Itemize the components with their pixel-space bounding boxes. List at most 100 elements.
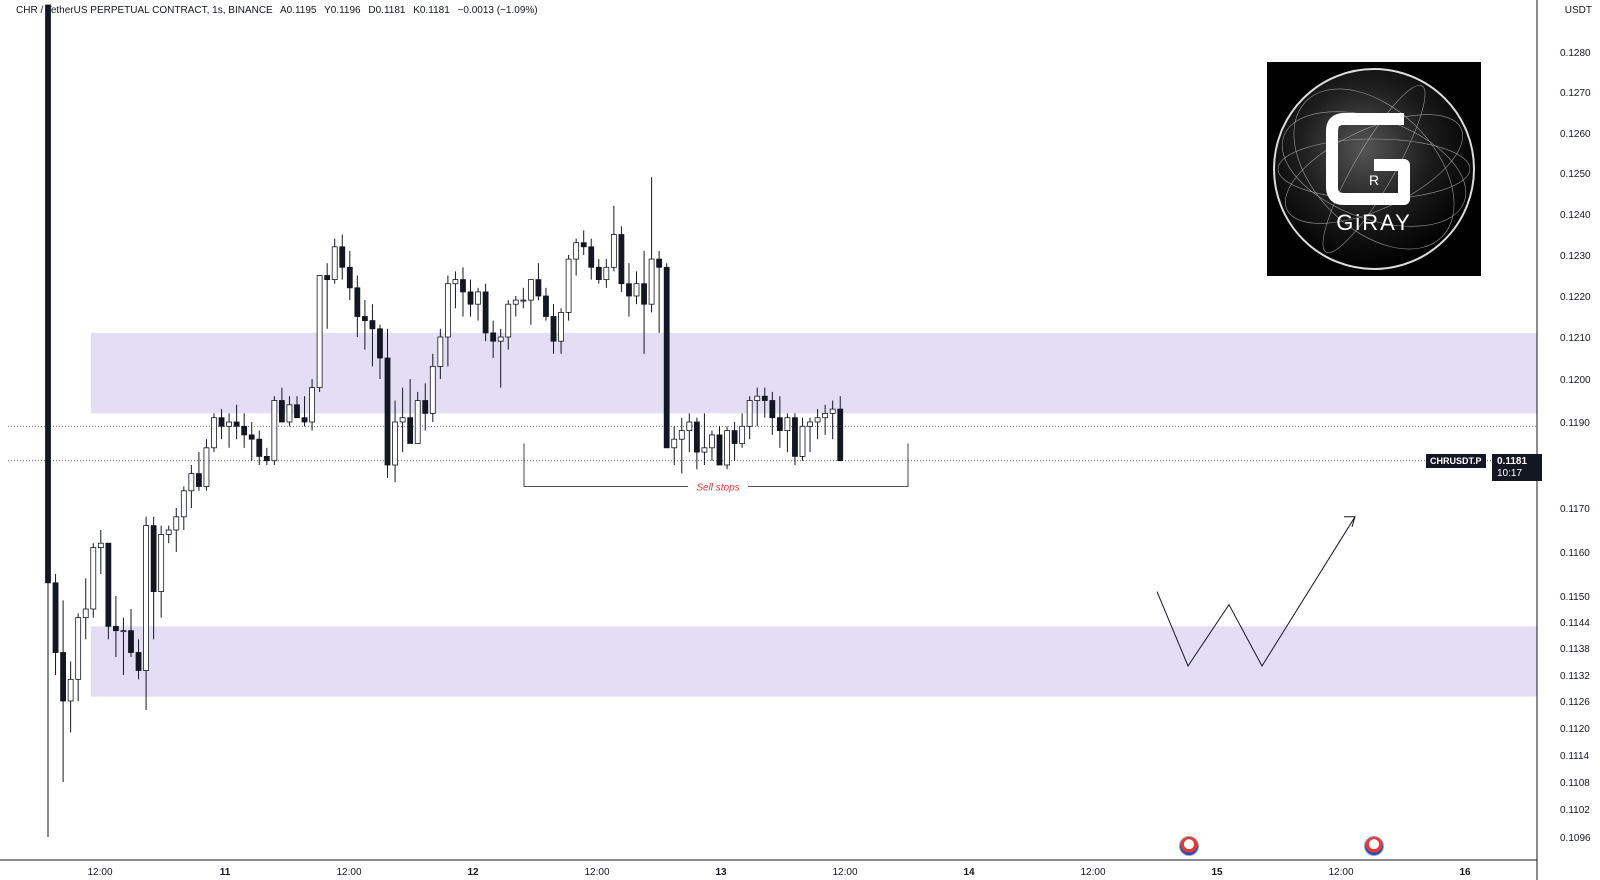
price-tick-label: 0.1280 [1560, 48, 1591, 59]
candle-body [671, 438, 678, 449]
candle-body [377, 328, 383, 359]
us-flag-icon[interactable] [1179, 836, 1199, 856]
price-tick-label: 0.1120 [1560, 724, 1590, 735]
candle-body [475, 291, 481, 305]
candle-body [497, 336, 504, 342]
sphere-icon: R [1273, 68, 1475, 270]
us-flag-icon[interactable] [1364, 836, 1384, 856]
ohlc-close: K0.1181 [413, 5, 450, 16]
candle-body [143, 525, 149, 671]
candle-body [520, 299, 527, 302]
bar-countdown: 10:17 [1497, 468, 1523, 479]
candle-body [399, 417, 406, 423]
candle-body [248, 434, 255, 440]
time-tick-label: 12:00 [336, 867, 361, 878]
time-tick-label: 12:00 [584, 867, 609, 878]
supply-demand-zone [91, 332, 1537, 414]
candle-body [769, 400, 776, 419]
candle-body [422, 400, 429, 414]
candle-body [686, 421, 693, 431]
price-tick-label: 0.1108 [1560, 778, 1590, 789]
candle-body [776, 417, 783, 432]
candle-body [739, 425, 746, 444]
candle-body [452, 279, 459, 285]
candle-body [761, 395, 768, 401]
ohlc-low: D0.1181 [368, 5, 406, 16]
candle-body [384, 357, 391, 466]
price-tick-label: 0.1250 [1560, 169, 1591, 180]
candle-body [45, 4, 51, 584]
candle-body [626, 283, 632, 297]
candle-body [535, 279, 542, 297]
logo-monogram: R [1369, 172, 1379, 188]
time-tick-label: 14 [963, 867, 975, 878]
candle-body [309, 387, 315, 423]
candle-body [150, 525, 157, 592]
candle-body [105, 542, 112, 627]
candle-body [701, 447, 708, 453]
price-tick-label: 0.1240 [1560, 210, 1591, 221]
candle-body [173, 516, 180, 531]
candle-body [792, 417, 798, 457]
price-tick-label: 0.1210 [1560, 333, 1591, 344]
candle-body [573, 242, 580, 260]
time-tick-label: 12:00 [1080, 867, 1105, 878]
candle-body [263, 455, 270, 462]
candle-body [271, 400, 278, 462]
candle-body [709, 434, 715, 449]
time-tick-label: 11 [220, 867, 231, 878]
price-tick-label: 0.1144 [1560, 618, 1590, 629]
ohlc-high: Y0.1196 [324, 5, 361, 16]
candle-body [392, 421, 398, 466]
candle-body [369, 320, 376, 330]
candle-body [505, 303, 512, 338]
candle-body [158, 534, 165, 593]
candle-body [527, 279, 534, 301]
price-tick-label: 0.1170 [1560, 504, 1590, 515]
price-tick-label: 0.1200 [1560, 375, 1591, 386]
candle-body [324, 275, 331, 280]
price-tick-label: 0.1260 [1560, 129, 1591, 140]
candle-body [807, 421, 813, 427]
candle-body [82, 608, 89, 619]
price-tick-label: 0.1096 [1560, 833, 1591, 844]
candle-body [610, 234, 617, 268]
currency-label[interactable]: USDT [1564, 5, 1592, 16]
candle-body [256, 438, 263, 457]
candle-body [731, 430, 738, 444]
sell-stops-label-bg [688, 479, 748, 494]
candle-body [490, 332, 497, 342]
price-tick-label: 0.1126 [1560, 697, 1590, 708]
symbol-title[interactable]: CHR / TetherUS PERPETUAL CONTRACT, 1s, B… [16, 5, 273, 16]
price-tick-label: 0.1160 [1560, 548, 1590, 559]
price-tick-label: 0.1102 [1560, 805, 1590, 816]
candle-body [211, 417, 217, 449]
sell-stops-label: Sell stops [696, 483, 739, 494]
candle-body [565, 258, 572, 313]
candle-body [716, 434, 723, 466]
candle-body [467, 291, 474, 305]
price-tick-label: 0.1230 [1560, 251, 1591, 262]
last-price-badge: 0.1181 10:17 [1492, 454, 1542, 481]
candle-body [294, 404, 300, 419]
candle-body [97, 542, 104, 549]
candle-body [226, 421, 232, 427]
price-tick-label: 0.1150 [1560, 592, 1590, 603]
time-tick-label: 12:00 [87, 867, 112, 878]
candle-body [278, 400, 285, 423]
candle-body [241, 425, 248, 436]
candle-body [829, 408, 836, 414]
candle-body [784, 417, 791, 432]
candle-body [339, 246, 346, 268]
candle-body [52, 582, 59, 653]
candle-body [437, 336, 444, 367]
price-tick-label: 0.1270 [1560, 88, 1591, 99]
candle-body [354, 287, 361, 317]
candle-body [648, 258, 655, 305]
candle-body [837, 408, 844, 462]
ohlc-change: −0.0013 (−1.09%) [457, 5, 538, 16]
candle-body [633, 283, 640, 297]
candle-body [195, 473, 202, 487]
price-tick-label: 0.1114 [1560, 751, 1590, 762]
